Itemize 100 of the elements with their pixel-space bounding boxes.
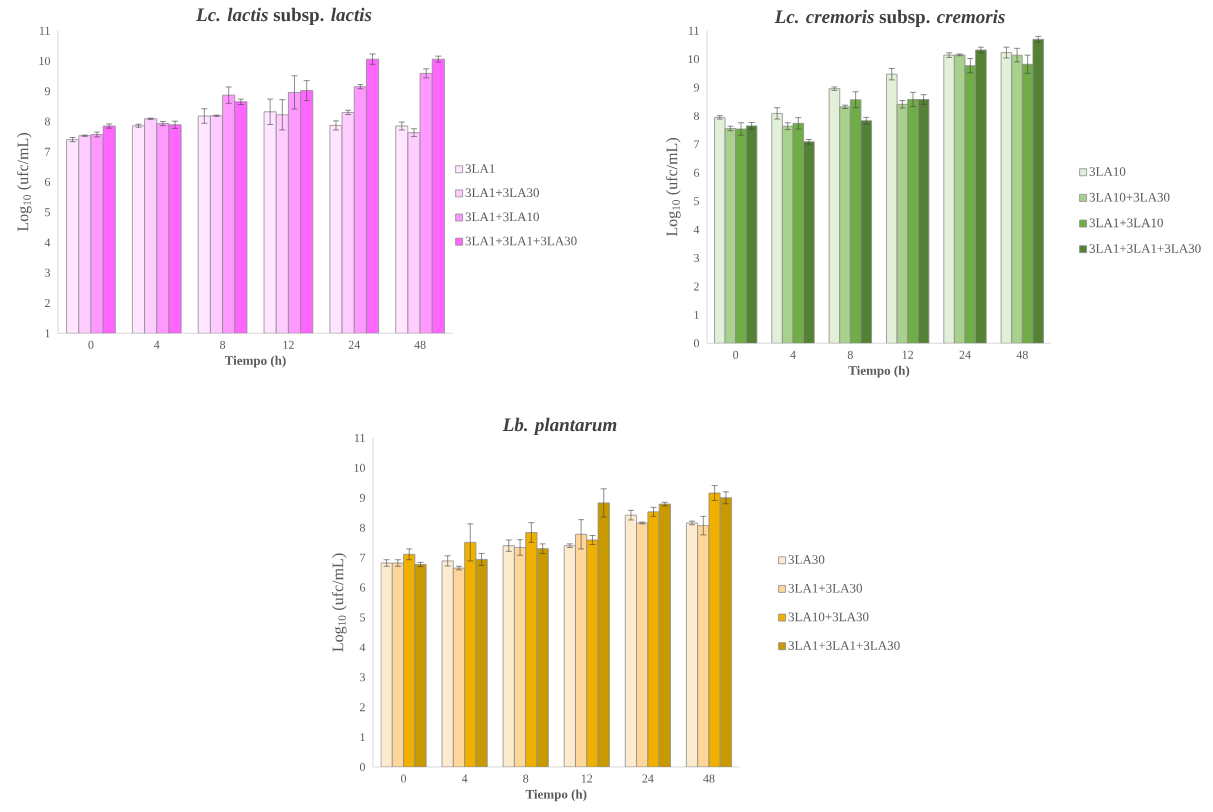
legend-label: 3LA1+3LA30 bbox=[788, 583, 863, 593]
y-tick-label: 10 bbox=[39, 56, 51, 65]
legend-label: 3LA1 bbox=[465, 164, 495, 173]
bar bbox=[563, 545, 576, 767]
x-tick-label: 0 bbox=[88, 340, 94, 349]
bar bbox=[464, 541, 477, 767]
x-tick-label: 24 bbox=[642, 774, 654, 783]
y-tick-label: 8 bbox=[693, 111, 700, 120]
y-tick-label: 2 bbox=[694, 282, 699, 291]
x-tick-label: 8 bbox=[523, 774, 529, 783]
y-tick-label: 1 bbox=[360, 733, 365, 742]
y-tick-label: 1 bbox=[45, 329, 50, 338]
x-tick-label: 12 bbox=[581, 774, 593, 783]
x-tick-label: 48 bbox=[414, 340, 426, 349]
chart-title: Lc. lactis subsp. lactis bbox=[195, 7, 372, 26]
legend-label: 3LA10+3LA30 bbox=[788, 612, 869, 622]
x-tick-label: 4 bbox=[461, 774, 468, 783]
y-tick-label: 0 bbox=[359, 762, 366, 772]
y-tick-label: 7 bbox=[360, 553, 366, 562]
x-axis-title: Tiempo (h) bbox=[848, 365, 910, 378]
legend-label: 3LA1+3LA1+3LA30 bbox=[788, 641, 900, 650]
y-tick-label: 6 bbox=[359, 583, 366, 592]
x-tick-label: 4 bbox=[153, 340, 160, 349]
legend-label: 3LA1+3LA1+3LA30 bbox=[465, 236, 577, 246]
bar bbox=[828, 88, 841, 344]
bar bbox=[441, 560, 454, 767]
legend-label: 3LA10 bbox=[1089, 167, 1126, 176]
legend-label: 3LA30 bbox=[788, 555, 825, 564]
y-tick-label: 4 bbox=[693, 225, 700, 234]
bar bbox=[917, 99, 930, 344]
x-tick-label: 0 bbox=[401, 774, 407, 783]
y-tick-label: 7 bbox=[694, 140, 700, 149]
legend-label: 3LA1+3LA1+3LA30 bbox=[1089, 244, 1201, 253]
y-tick-label: 10 bbox=[354, 463, 366, 472]
y-tick-label: 11 bbox=[354, 434, 365, 442]
legend-label: 3LA10+3LA30 bbox=[1089, 192, 1170, 202]
bar bbox=[896, 103, 909, 344]
bar bbox=[745, 125, 758, 344]
bar bbox=[714, 116, 726, 344]
y-axis-title: Log$_{10}$ (ufc/mL) bbox=[665, 138, 681, 237]
y-tick-label: 3 bbox=[45, 268, 51, 277]
bar bbox=[724, 128, 737, 344]
legend-label: 3LA1+3LA10 bbox=[1089, 218, 1163, 228]
bar bbox=[860, 120, 872, 344]
bar bbox=[975, 49, 987, 344]
bar bbox=[1011, 54, 1023, 344]
chart-title: Lc. cremoris subsp. cremoris bbox=[774, 9, 1005, 28]
x-tick-label: 12 bbox=[283, 340, 294, 349]
y-tick-label: 3 bbox=[694, 254, 700, 263]
bar bbox=[502, 545, 515, 767]
y-tick-label: 11 bbox=[688, 26, 699, 35]
y-tick-label: 8 bbox=[44, 117, 51, 126]
y-tick-label: 9 bbox=[44, 87, 50, 96]
bar bbox=[943, 54, 955, 344]
bar bbox=[414, 564, 427, 767]
x-tick-label: 12 bbox=[902, 350, 913, 359]
y-tick-label: 1 bbox=[694, 310, 699, 319]
y-tick-label: 4 bbox=[359, 643, 366, 652]
y-tick-label: 5 bbox=[694, 197, 700, 206]
y-tick-label: 5 bbox=[360, 613, 366, 622]
x-tick-label: 24 bbox=[348, 340, 361, 349]
bar bbox=[685, 522, 699, 767]
bar bbox=[803, 141, 815, 344]
x-tick-label: 48 bbox=[1016, 350, 1028, 359]
y-axis-title: Log$_{10}$ (ufc/mL) bbox=[331, 553, 347, 652]
bar bbox=[1032, 38, 1044, 344]
x-tick-label: 8 bbox=[220, 340, 226, 349]
bar bbox=[403, 553, 416, 767]
bar bbox=[475, 559, 488, 767]
y-tick-label: 3 bbox=[360, 673, 366, 682]
bar bbox=[771, 112, 783, 344]
chart-title: Lb. plantarum bbox=[502, 417, 617, 436]
bar bbox=[708, 492, 721, 767]
y-tick-label: 4 bbox=[44, 238, 51, 247]
bar bbox=[586, 539, 599, 767]
y-tick-label: 2 bbox=[45, 299, 50, 308]
x-tick-label: 48 bbox=[703, 774, 715, 783]
x-tick-label: 0 bbox=[733, 350, 739, 359]
y-tick-label: 6 bbox=[693, 168, 700, 177]
legend-label: 3LA1+3LA30 bbox=[465, 188, 540, 198]
bar bbox=[782, 125, 794, 344]
y-tick-label: 9 bbox=[359, 493, 365, 502]
y-tick-label: 2 bbox=[360, 703, 365, 712]
bar bbox=[839, 106, 851, 344]
bar bbox=[525, 532, 538, 767]
y-tick-label: 10 bbox=[688, 55, 700, 64]
bar bbox=[886, 73, 898, 344]
y-tick-label: 6 bbox=[44, 177, 51, 187]
bar bbox=[380, 562, 393, 767]
x-tick-label: 4 bbox=[790, 350, 796, 359]
bar bbox=[647, 511, 660, 767]
y-tick-label: 9 bbox=[693, 83, 699, 92]
x-tick-label: 24 bbox=[959, 350, 971, 359]
y-tick-label: 11 bbox=[39, 26, 50, 35]
y-tick-label: 5 bbox=[45, 208, 51, 217]
x-tick-label: 8 bbox=[847, 350, 853, 359]
legend-label: 3LA1+3LA10 bbox=[465, 212, 540, 222]
bar bbox=[719, 497, 732, 767]
y-tick-label: 8 bbox=[359, 523, 366, 532]
y-axis-title: Log$_{10}$ (ufc/mL) bbox=[16, 133, 32, 232]
